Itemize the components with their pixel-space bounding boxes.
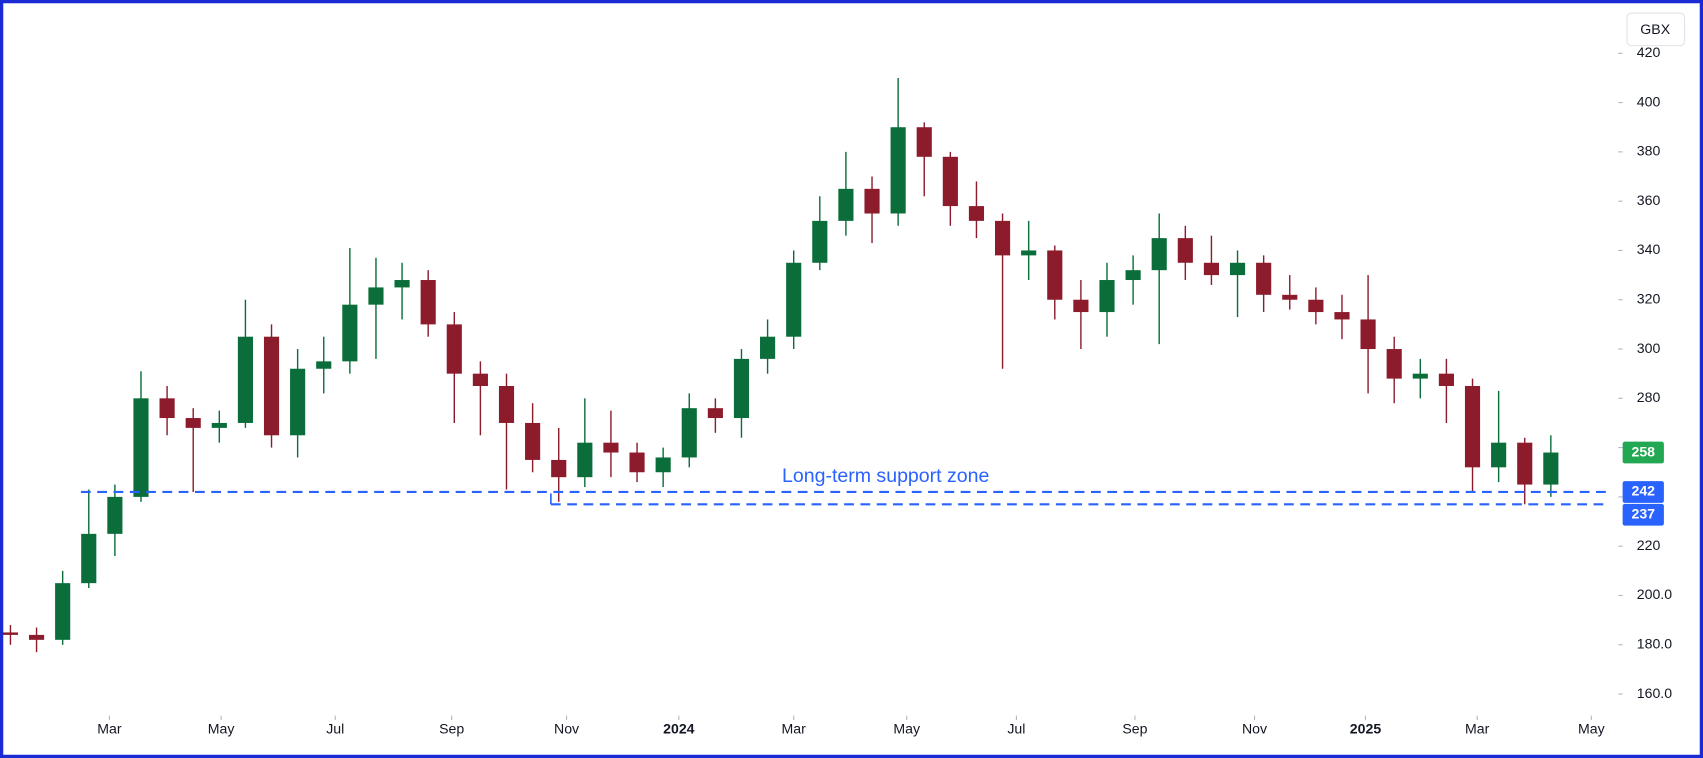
- candle-body: [733, 358, 750, 419]
- candle-body: [81, 533, 97, 584]
- x-tick-label: Sep: [439, 721, 464, 737]
- candle-body: [916, 127, 932, 157]
- x-tick-label: May: [208, 721, 236, 737]
- annotation: Long-term support zone: [782, 465, 989, 487]
- candle-body: [760, 336, 776, 359]
- y-tick-label: 160.0: [1637, 685, 1672, 701]
- candle-body: [1099, 280, 1115, 313]
- candle-body: [1308, 299, 1324, 313]
- price-badge-label: 242: [1631, 483, 1655, 499]
- candle-body: [107, 496, 123, 534]
- x-tick-label: Mar: [782, 721, 807, 737]
- candle-body: [28, 634, 45, 640]
- candle-body: [368, 287, 384, 305]
- candle-body: [263, 336, 280, 436]
- candle-body: [551, 459, 567, 478]
- price-badge: [1622, 503, 1664, 526]
- x-tick-label: Nov: [1242, 721, 1267, 737]
- candle-body: [342, 304, 358, 362]
- candle-body: [707, 408, 723, 419]
- candle-body: [2, 632, 19, 635]
- y-tick-label: 320: [1637, 290, 1661, 306]
- candle-body: [472, 373, 488, 386]
- y-tick-label: 300: [1637, 340, 1661, 356]
- price-badge: [1622, 481, 1664, 503]
- y-tick-label: 380: [1637, 143, 1661, 159]
- candle-body: [1177, 238, 1193, 263]
- x-tick-label: Sep: [1122, 721, 1147, 737]
- x-tick-label: 2024: [663, 721, 695, 737]
- y-tick-label: 340: [1637, 241, 1661, 257]
- candle-body: [1151, 238, 1167, 271]
- candle-body: [498, 385, 515, 423]
- candle-body: [1517, 442, 1533, 485]
- candle-body: [1256, 262, 1272, 295]
- last-price-label: 258: [1631, 443, 1655, 459]
- candle-body: [994, 220, 1011, 256]
- candle-body: [1125, 270, 1141, 281]
- currency-box: [1626, 12, 1686, 47]
- candle-body: [1464, 385, 1481, 468]
- x-tick-label: Mar: [1465, 721, 1490, 737]
- candle-body: [1203, 262, 1220, 276]
- candle-body: [577, 442, 593, 478]
- candle-body: [185, 418, 201, 428]
- y-tick-label: 400: [1637, 93, 1661, 109]
- candle-body: [290, 368, 306, 436]
- candle-body: [681, 408, 697, 458]
- candle-body: [603, 442, 619, 453]
- candle-body: [1282, 294, 1298, 300]
- candle-body: [1021, 250, 1037, 256]
- candle-body: [1491, 442, 1507, 468]
- candle-body: [890, 127, 906, 214]
- x-tick-label: Jul: [326, 721, 344, 737]
- candle-body: [446, 324, 462, 374]
- x-tick-label: Mar: [97, 721, 122, 737]
- candle-body: [812, 220, 828, 263]
- candle-body: [1543, 452, 1559, 485]
- currency-label: GBX: [1640, 21, 1670, 37]
- candle-body: [159, 398, 175, 419]
- candle-body: [525, 422, 541, 460]
- candle-body: [1073, 299, 1089, 313]
- candle-body: [316, 361, 332, 369]
- candle-body: [1386, 349, 1402, 379]
- candle-body: [211, 422, 227, 428]
- candle-body: [629, 452, 645, 473]
- x-tick-label: Jul: [1007, 721, 1025, 737]
- y-tick-label: 420: [1637, 44, 1661, 60]
- y-tick-label: 220: [1637, 537, 1661, 553]
- candle-body: [968, 206, 985, 221]
- candle-body: [133, 398, 149, 497]
- candle-body: [655, 457, 671, 473]
- candle-body: [55, 583, 71, 640]
- candle-body: [864, 188, 880, 214]
- candle-body: [1438, 373, 1454, 386]
- candle-body: [838, 188, 854, 221]
- x-tick-label: Nov: [554, 721, 579, 737]
- y-tick-label: 200.0: [1637, 586, 1672, 602]
- last-price-badge: [1622, 441, 1664, 464]
- candle-body: [1412, 373, 1428, 379]
- candle-body: [1229, 262, 1246, 276]
- y-tick-label: 280: [1637, 389, 1661, 405]
- candle-body: [1334, 312, 1350, 320]
- y-tick-label: 180.0: [1637, 635, 1672, 651]
- candle-body: [942, 156, 958, 207]
- candle-body: [420, 280, 436, 325]
- candle-body: [1047, 250, 1063, 300]
- x-tick-label: May: [1578, 721, 1606, 737]
- x-tick-label: 2025: [1350, 721, 1382, 737]
- price-badge-label: 237: [1631, 506, 1655, 522]
- candle-body: [786, 262, 802, 337]
- candle-body: [1360, 319, 1376, 350]
- x-tick-label: May: [893, 721, 921, 737]
- candle-body: [237, 336, 253, 423]
- y-tick-label: 360: [1637, 192, 1661, 208]
- candle-body: [394, 280, 410, 288]
